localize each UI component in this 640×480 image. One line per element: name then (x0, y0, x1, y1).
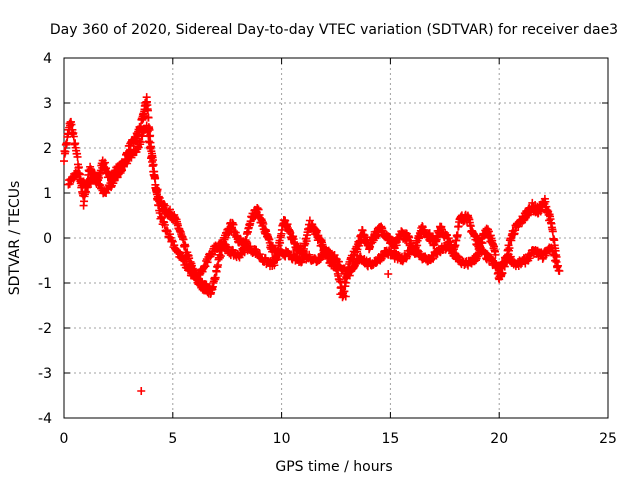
data-point (392, 241, 401, 250)
x-tick-label: 15 (381, 431, 399, 447)
data-point (505, 244, 514, 253)
axis-ticks (63, 57, 609, 419)
x-tick-label: 10 (273, 431, 291, 447)
grid (64, 58, 608, 418)
y-tick-label: -2 (38, 321, 52, 337)
y-tick-label: -4 (38, 411, 52, 427)
data-points (60, 93, 564, 395)
data-point (69, 132, 78, 141)
data-point (555, 266, 564, 275)
data-point (253, 204, 262, 213)
x-tick-label: 0 (60, 431, 69, 447)
chart-title: Day 360 of 2020, Sidereal Day-to-day VTE… (50, 22, 618, 38)
data-point (541, 197, 550, 206)
x-tick-label: 20 (490, 431, 508, 447)
data-point (60, 157, 68, 166)
data-point (216, 252, 225, 261)
x-tick-label: 5 (168, 431, 177, 447)
data-point (61, 147, 70, 156)
data-point (340, 287, 349, 296)
data-point (425, 229, 434, 238)
data-point (211, 273, 220, 282)
y-tick-label: 1 (43, 186, 52, 202)
data-point (491, 250, 500, 259)
data-point (73, 152, 82, 161)
data-point (159, 199, 168, 208)
data-point (146, 144, 155, 153)
y-tick-label: 2 (43, 141, 52, 157)
data-point (360, 231, 369, 240)
data-point (341, 292, 350, 301)
tick-labels: 0 5 10 15 20 25 -4 -3 -2 -1 0 1 2 3 4 (38, 51, 617, 447)
data-point (548, 227, 557, 236)
x-tick-label: 25 (599, 431, 617, 447)
data-point (215, 253, 224, 262)
data-point (336, 290, 345, 299)
data-point (101, 158, 110, 167)
data-point (67, 120, 76, 129)
data-point (384, 270, 393, 278)
data-point (144, 113, 153, 122)
y-tick-label: 4 (43, 51, 52, 67)
x-axis-label: GPS time / hours (275, 459, 392, 475)
data-point (453, 231, 462, 240)
y-axis-label: SDTVAR / TECUs (7, 181, 23, 296)
data-point (137, 387, 146, 395)
data-point (166, 205, 175, 214)
y-tick-label: 3 (43, 96, 52, 112)
data-point (152, 187, 161, 196)
y-tick-label: 0 (43, 231, 52, 247)
data-point (143, 106, 152, 115)
data-point (254, 205, 263, 214)
y-tick-label: -1 (38, 276, 52, 292)
data-point (478, 239, 487, 248)
y-tick-label: -3 (38, 366, 52, 382)
